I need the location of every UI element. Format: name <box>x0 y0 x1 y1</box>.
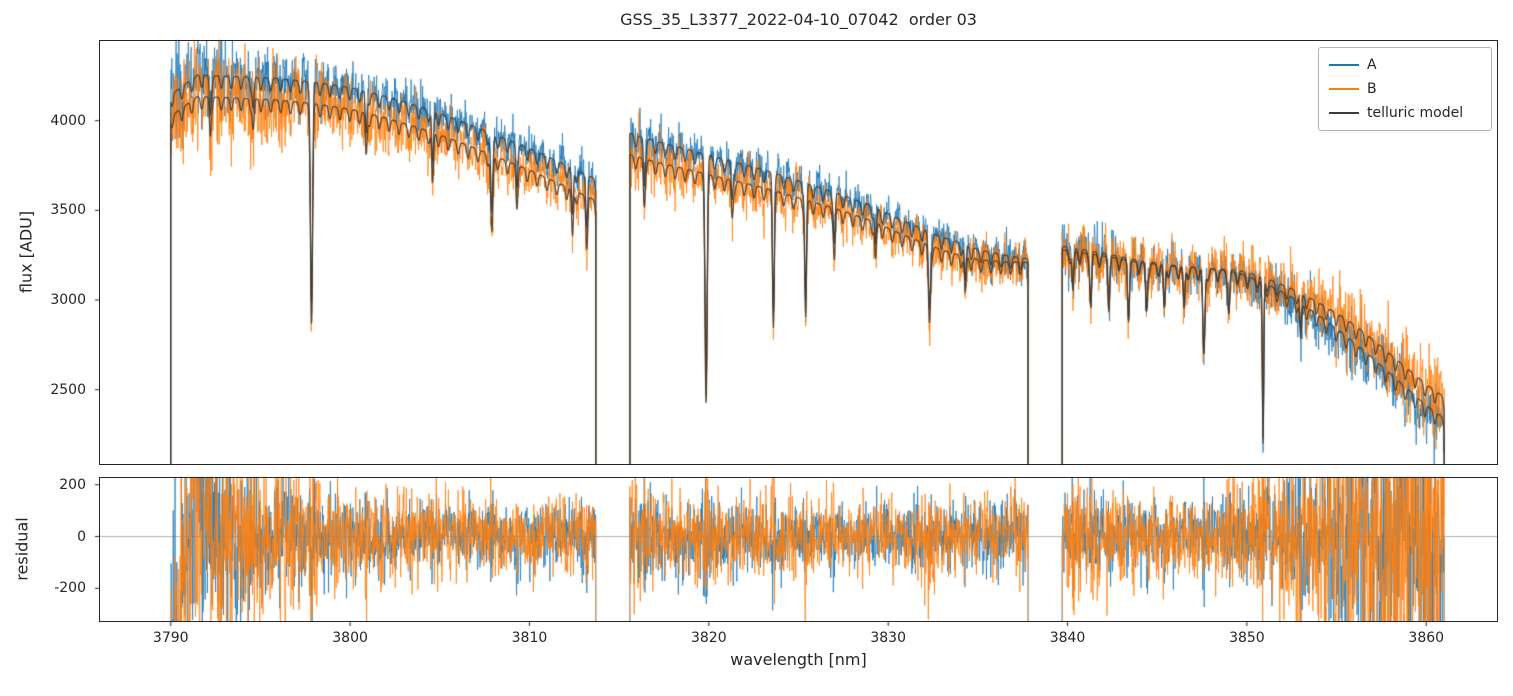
flux-y-tick-label: 3000 <box>50 292 86 309</box>
x-tick-label: 3810 <box>511 630 548 646</box>
legend-label: B <box>1367 81 1377 97</box>
residual-y-tick-label: 0 <box>77 528 86 545</box>
legend-label: A <box>1367 57 1377 73</box>
legend-entry-telluric-model: telluric model <box>1329 104 1481 122</box>
x-tick-label: 3860 <box>1408 630 1445 646</box>
legend-line-swatch <box>1329 88 1359 90</box>
legend-line-swatch <box>1329 112 1359 114</box>
x-tick-label: 3800 <box>332 630 368 646</box>
flux-y-tick-label: 4000 <box>50 112 86 129</box>
x-tick-label: 3790 <box>152 630 189 646</box>
legend-entry-b: B <box>1329 80 1481 98</box>
flux-y-tick-label: 3500 <box>50 202 86 219</box>
legend-label: telluric model <box>1367 105 1464 121</box>
residual-y-tick-label: 200 <box>59 476 86 493</box>
legend-line-swatch <box>1329 64 1359 66</box>
x-tick-label: 3850 <box>1229 630 1265 646</box>
flux-y-tick-label: 2500 <box>50 381 86 398</box>
x-tick-label: 3840 <box>1049 630 1086 646</box>
legend-entry-a: A <box>1329 56 1481 74</box>
residual-y-tick-label: -200 <box>54 580 86 597</box>
x-tick-label: 3830 <box>870 630 906 646</box>
chart-title: GSS_35_L3377_2022-04-10_07042 order 03 <box>620 10 977 29</box>
x-tick-label: 3820 <box>690 630 727 646</box>
y-axis-label-flux: flux [ADU] <box>16 210 36 294</box>
x-axis-label: wavelength [nm] <box>730 650 867 669</box>
